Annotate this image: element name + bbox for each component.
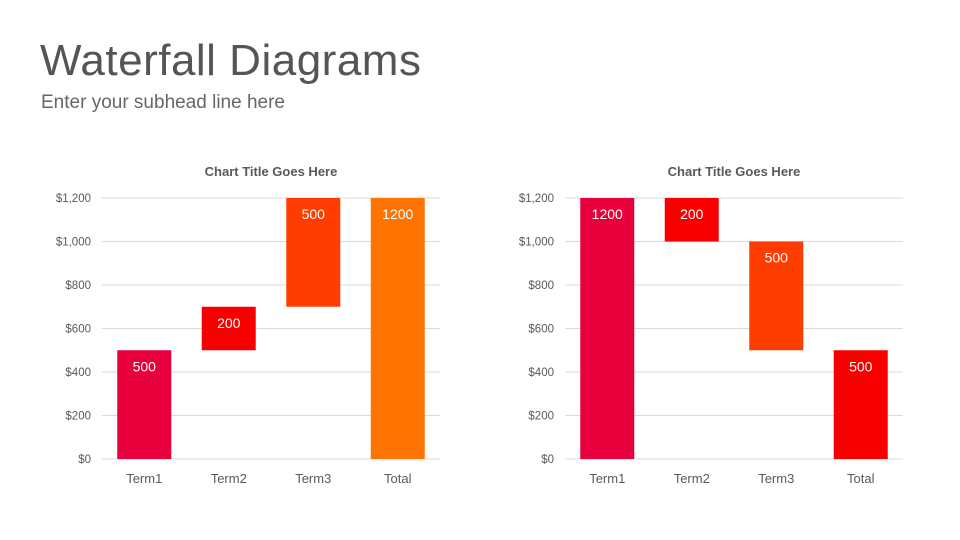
- data-label: 1200: [592, 206, 623, 222]
- x-tick-label: Term2: [674, 471, 710, 486]
- x-tick-label: Term3: [758, 471, 794, 486]
- y-tick-label: $200: [65, 411, 91, 423]
- data-label: 200: [680, 206, 704, 222]
- bar-total: [833, 350, 888, 459]
- data-label: 500: [849, 358, 873, 374]
- chart-title: Chart Title Goes Here: [668, 164, 801, 179]
- y-tick-label: $1,000: [56, 237, 91, 249]
- y-tick-label: $400: [528, 367, 554, 379]
- y-tick-label: $400: [65, 367, 91, 379]
- chart-title: Chart Title Goes Here: [205, 164, 338, 179]
- bar-term3: [286, 198, 341, 307]
- waterfall-chart-left: Chart Title Goes Here $0 $200 $400 $600 $800 $…: [56, 164, 440, 486]
- x-tick-label: Term1: [589, 471, 625, 486]
- y-tick-label: $600: [528, 324, 554, 336]
- x-tick-label: Total: [384, 471, 412, 486]
- data-label: 1200: [382, 206, 413, 222]
- y-tick-label: $0: [541, 454, 554, 466]
- bar-term2: [664, 198, 719, 242]
- bar-term1: [580, 198, 635, 459]
- y-tick-label: $600: [65, 324, 91, 336]
- data-label: 500: [302, 206, 326, 222]
- y-tick-label: $800: [528, 280, 554, 292]
- y-tick-label: $0: [78, 454, 91, 466]
- y-tick-label: $1,200: [519, 193, 554, 205]
- data-label: 200: [217, 315, 241, 331]
- data-label: 500: [133, 358, 157, 374]
- bar-total: [370, 198, 425, 459]
- waterfall-chart-right: Chart Title Goes Here $0 $200 $400 $600 $800 $…: [519, 164, 903, 486]
- x-tick-label: Term3: [295, 471, 331, 486]
- bar-term2: [201, 306, 256, 351]
- bar-term3: [749, 241, 804, 351]
- page-title: Waterfall Diagrams: [40, 36, 422, 85]
- bar-term1: [117, 350, 172, 459]
- x-tick-label: Total: [847, 471, 875, 486]
- x-tick-label: Term2: [211, 471, 247, 486]
- data-label: 500: [765, 250, 789, 266]
- y-tick-label: $800: [65, 280, 91, 292]
- x-tick-label: Term1: [126, 471, 162, 486]
- y-tick-label: $1,200: [56, 193, 91, 205]
- y-tick-label: $1,000: [519, 237, 554, 249]
- y-tick-label: $200: [528, 411, 554, 423]
- page-subtitle: Enter your subhead line here: [41, 92, 285, 113]
